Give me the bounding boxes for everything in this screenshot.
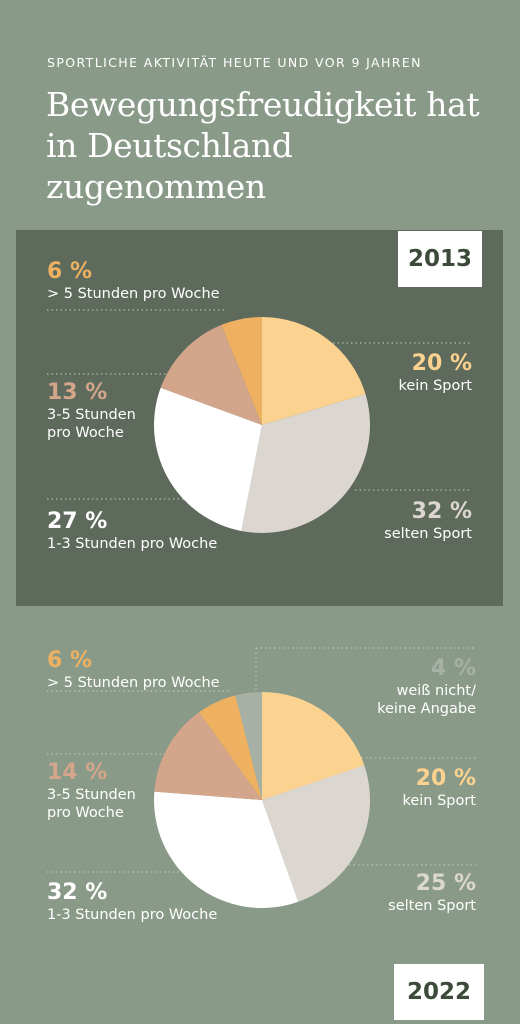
label-2013-drei-fuenf: 13 % 3-5 Stunden pro Woche <box>47 380 136 442</box>
value-label: 13 % <box>47 380 108 405</box>
label-2022-kein: 20 % kein Sport <box>402 766 476 810</box>
value-label: 25 % <box>415 871 476 896</box>
value-label: 6 % <box>47 259 93 284</box>
label-2022-ueber-fuenf: 6 % > 5 Stunden pro Woche <box>47 648 220 692</box>
year-badge-2013: 2013 <box>398 231 482 287</box>
category-label: weiß nicht/ keine Angabe <box>377 683 476 717</box>
value-label: 27 % <box>47 509 108 534</box>
page-title: Bewegungsfreudigkeit hat in Deutschland … <box>46 85 480 206</box>
category-label: 3-5 Stunden pro Woche <box>47 407 136 441</box>
label-2013-selten: 32 % selten Sport <box>384 499 472 543</box>
category-label: > 5 Stunden pro Woche <box>47 286 220 302</box>
pie-slice-2022-2 <box>154 791 299 909</box>
category-label: 1-3 Stunden pro Woche <box>47 907 218 923</box>
pie-slice-2013-3 <box>160 324 262 425</box>
label-2013-eins-drei: 27 % 1-3 Stunden pro Woche <box>47 509 217 553</box>
value-label: 4 % <box>430 656 476 681</box>
label-2022-weiss-nicht: 4 % weiß nicht/ keine Angabe <box>377 656 476 718</box>
category-label: kein Sport <box>402 793 476 809</box>
pie-slice-2022-4 <box>199 695 262 800</box>
category-label: 1-3 Stunden pro Woche <box>47 536 218 552</box>
category-label: > 5 Stunden pro Woche <box>47 675 220 691</box>
leader-lines <box>47 309 476 873</box>
pie-slice-2022-0 <box>262 692 365 800</box>
category-label: selten Sport <box>388 898 476 914</box>
value-label: 32 % <box>47 880 108 905</box>
category-label: kein Sport <box>398 378 472 394</box>
value-label: 20 % <box>411 351 472 376</box>
value-label: 32 % <box>411 499 472 524</box>
value-label: 20 % <box>415 766 476 791</box>
value-label: 6 % <box>47 648 93 673</box>
label-2013-ueber-fuenf: 6 % > 5 Stunden pro Woche <box>47 259 220 303</box>
label-2013-kein: 20 % kein Sport <box>398 351 472 395</box>
pie-slice-2022-3 <box>154 712 262 800</box>
pie-slice-2013-4 <box>221 317 262 425</box>
label-2022-eins-drei: 32 % 1-3 Stunden pro Woche <box>47 880 217 924</box>
kicker: SPORTLICHE AKTIVITÄT HEUTE UND VOR 9 JAH… <box>47 55 422 70</box>
pie-slice-2022-5 <box>235 692 262 800</box>
label-2022-selten: 25 % selten Sport <box>388 871 476 915</box>
pie-slice-2022-1 <box>262 765 370 902</box>
pie-slice-2013-1 <box>241 394 371 534</box>
label-2022-drei-fuenf: 14 % 3-5 Stunden pro Woche <box>47 760 136 822</box>
pie-chart-2022 <box>154 692 370 909</box>
year-badge-2022: 2022 <box>394 964 484 1020</box>
pie-slice-2013-0 <box>262 317 366 425</box>
value-label: 14 % <box>47 760 108 785</box>
pie-slice-2013-2 <box>154 387 262 532</box>
category-label: 3-5 Stunden pro Woche <box>47 787 136 821</box>
category-label: selten Sport <box>384 526 472 542</box>
pie-chart-2013 <box>154 317 371 534</box>
